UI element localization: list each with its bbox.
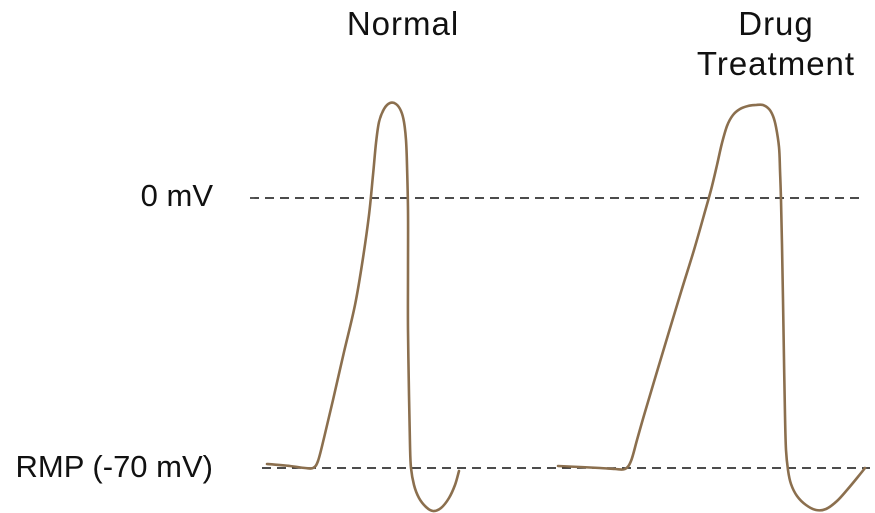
normal-action-potential-trace	[265, 101, 461, 513]
zero-mv-label: 0 mV	[140, 178, 213, 213]
drug-treatment-action-potential-trace	[556, 103, 867, 512]
drug-treatment-panel-title: Drug Treatment	[656, 4, 875, 84]
rmp-label: RMP (-70 mV)	[15, 449, 213, 484]
drug-treatment-title-line2: Treatment	[696, 45, 856, 82]
normal-panel-title: Normal	[346, 5, 460, 42]
drug-treatment-title-line1: Drug	[738, 5, 814, 42]
